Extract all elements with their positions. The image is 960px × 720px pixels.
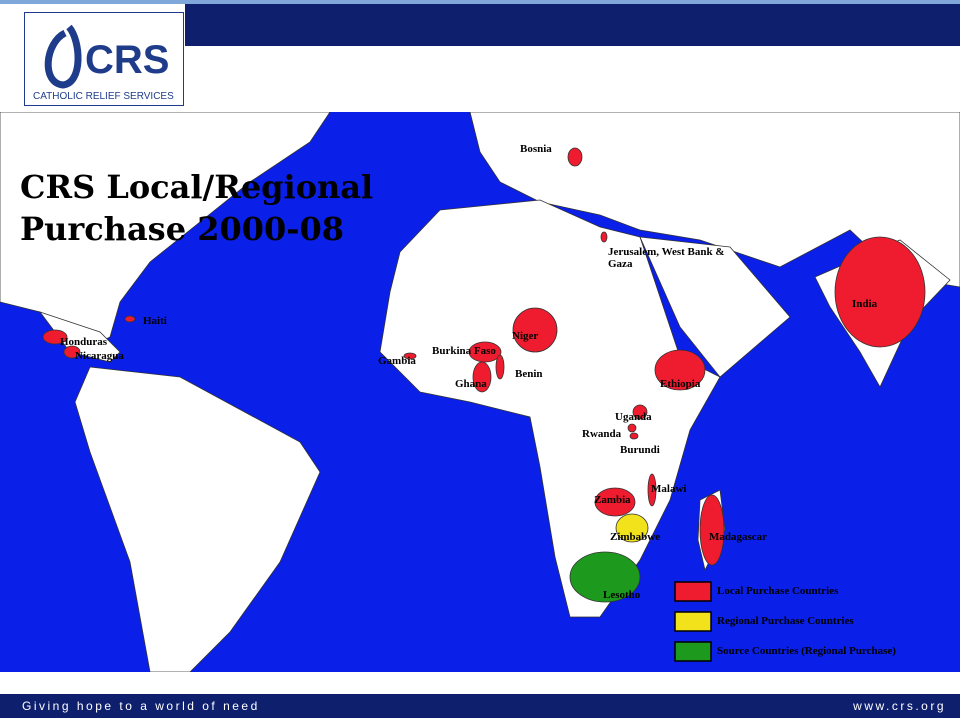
country-shape [63,345,81,359]
country-shape [594,487,636,517]
eurasia [469,112,960,288]
country-shape [699,494,725,566]
country-shape [472,361,492,393]
country-label: Burundi [620,444,660,456]
tagline: Giving hope to a world of need [22,699,260,713]
legend-label: Source Countries (Regional Purchase) [717,645,896,657]
legend-swatch [674,581,712,602]
central-america [38,311,121,363]
legend [674,581,712,662]
country-shape [632,404,648,420]
country-shape [647,473,657,507]
logo-mark: CRS [85,38,169,82]
country-label: Ghana [455,378,487,390]
url: www.crs.org [853,699,946,713]
logo-text: CATHOLIC RELIEF SERVICES [33,91,174,102]
south-america [74,366,321,672]
country-label: Haiti [143,315,167,327]
country-shape [567,147,583,167]
country-shape [124,315,136,323]
country-shapes [42,147,926,603]
country-label: Malawi [651,483,687,495]
legend-swatch [674,611,712,632]
country-shape [468,341,502,363]
country-label: Bosnia [520,143,552,155]
top-stripe [0,0,960,4]
country-label: Gambia [378,355,416,367]
country-label: Uganda [615,411,652,423]
country-label: Nicaragua [75,350,124,362]
country-label: India [852,298,878,310]
country-label: Madagascar [709,531,768,543]
country-shape [403,352,417,360]
footer-bar: Giving hope to a world of need www.crs.o… [0,694,960,718]
country-shape [654,349,706,391]
country-label: Lesotho [603,589,641,601]
map-title: Purchase 2000-08 [20,210,345,248]
country-label: Benin [515,368,543,380]
country-label: Zimbabwe [610,531,661,543]
country-label: Burkina Faso [432,345,496,357]
country-label: Ethiopia [660,378,701,390]
country-label: Honduras [60,336,108,348]
country-shape [42,329,68,345]
country-shape [512,307,558,353]
header-bar [185,4,960,46]
logo-graphic: CRS CATHOLIC RELIEF SERVICES [33,24,174,102]
country-label: Niger [512,330,539,342]
country-shape [600,231,608,243]
country-label: Rwanda [582,428,622,440]
country-label: Zambia [594,494,631,506]
country-shape [627,423,637,433]
legend-swatch [674,641,712,662]
country-shape [569,551,641,603]
legend-label: Regional Purchase Countries [717,615,854,627]
country-shape [615,513,649,543]
map-title: CRS Local/Regional [20,168,374,206]
logo: CRS CATHOLIC RELIEF SERVICES [24,12,184,106]
country-shape [495,354,505,380]
logo-swirl [44,24,82,89]
country-label: Jerusalem, West Bank & Gaza [608,246,725,270]
country-shape [629,432,639,440]
arabia [639,236,791,378]
country-shape [834,236,926,348]
map [0,112,960,672]
legend-label: Local Purchase Countries [717,585,839,597]
